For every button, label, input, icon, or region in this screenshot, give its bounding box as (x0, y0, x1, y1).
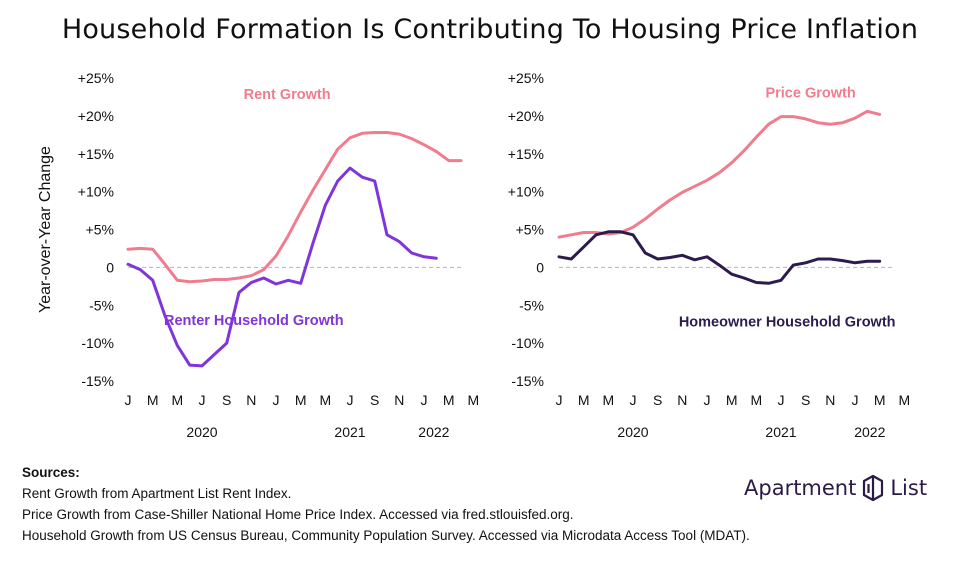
y-tick-label: +5% (86, 222, 114, 238)
sources-heading: Sources: (22, 465, 80, 480)
x-tick-label: J (125, 392, 132, 408)
x-tick-label: M (467, 392, 479, 408)
x-tick-label: N (394, 392, 404, 408)
logo-word-list: List (890, 476, 928, 500)
x-tick-label: M (319, 392, 331, 408)
charts-canvas: +25%+20%+15%+10%+5%0-5%-10%-15%J M M J S N J M M… (37, 70, 910, 440)
apartment-list-mark-icon (863, 474, 884, 502)
x-tick-label: J (630, 392, 637, 408)
y-tick-label: +15% (78, 146, 114, 162)
y-tick-label: +20% (508, 108, 544, 124)
x-tick-label: N (246, 392, 256, 408)
series-line-renter-household-growth (126, 166, 438, 368)
x-tick-label: M (443, 392, 455, 408)
x-tick-label: J (852, 392, 859, 408)
x-tick-label: M (147, 392, 159, 408)
y-tick-label: -5% (89, 297, 114, 313)
year-label: 2022 (418, 424, 449, 440)
x-tick-label: M (898, 392, 910, 408)
x-tick-label: N (677, 392, 687, 408)
y-tick-label: +5% (516, 222, 544, 238)
y-tick-label: +20% (78, 108, 114, 124)
x-tick-label: J (273, 392, 280, 408)
year-label: 2020 (186, 424, 217, 440)
x-tick-label: N (825, 392, 835, 408)
y-tick-label: -15% (81, 373, 114, 389)
logo-word-apartment: Apartment (744, 476, 857, 500)
series-line-price-growth (557, 109, 882, 239)
chart-title: Household Formation Is Contributing To H… (61, 14, 919, 45)
y-tick-label: -15% (511, 373, 544, 389)
y-tick-label: +25% (78, 70, 114, 86)
x-tick-label: M (578, 392, 590, 408)
source-line-household: Household Growth from US Census Bureau, … (22, 528, 750, 543)
y-axis-title: Year-over-Year Change (37, 146, 54, 313)
x-tick-label: J (347, 392, 354, 408)
x-tick-label: J (778, 392, 785, 408)
sources-block: Sources: Rent Growth from Apartment List… (22, 462, 750, 546)
x-tick-label: S (653, 392, 662, 408)
x-tick-label: M (726, 392, 738, 408)
x-tick-label: S (801, 392, 810, 408)
x-tick-label: M (295, 392, 307, 408)
source-line-rent: Rent Growth from Apartment List Rent Ind… (22, 486, 292, 501)
x-tick-label: M (171, 392, 183, 408)
y-tick-label: -5% (519, 297, 544, 313)
x-tick-label: M (750, 392, 762, 408)
x-tick-label: M (602, 392, 614, 408)
y-tick-label: +10% (78, 184, 114, 200)
source-line-price: Price Growth from Case-Shiller National … (22, 507, 574, 522)
x-tick-label: M (874, 392, 886, 408)
x-tick-label: J (199, 392, 206, 408)
year-label: 2021 (765, 424, 796, 440)
y-tick-label: +10% (508, 184, 544, 200)
x-tick-label: S (222, 392, 231, 408)
series-label-rent-growth: Rent Growth (244, 87, 331, 103)
x-tick-label: J (556, 392, 563, 408)
series-line-rent-growth (126, 131, 463, 284)
apartment-list-logo: Apartment List (744, 474, 927, 502)
series-line-homeowner-household-growth (557, 230, 882, 285)
y-tick-label: +25% (508, 70, 544, 86)
year-label: 2020 (617, 424, 648, 440)
year-label: 2021 (334, 424, 365, 440)
y-tick-label: 0 (536, 259, 544, 275)
series-label-homeowner-household-growth: Homeowner Household Growth (679, 314, 896, 330)
y-tick-label: -10% (511, 335, 544, 351)
series-label-renter-household-growth: Renter Household Growth (164, 313, 344, 329)
year-label: 2022 (854, 424, 885, 440)
x-tick-label: S (370, 392, 379, 408)
y-tick-label: +15% (508, 146, 544, 162)
x-tick-label: J (421, 392, 428, 408)
series-label-price-growth: Price Growth (765, 86, 855, 102)
y-tick-label: 0 (106, 259, 114, 275)
y-tick-label: -10% (81, 335, 114, 351)
x-tick-label: J (704, 392, 711, 408)
